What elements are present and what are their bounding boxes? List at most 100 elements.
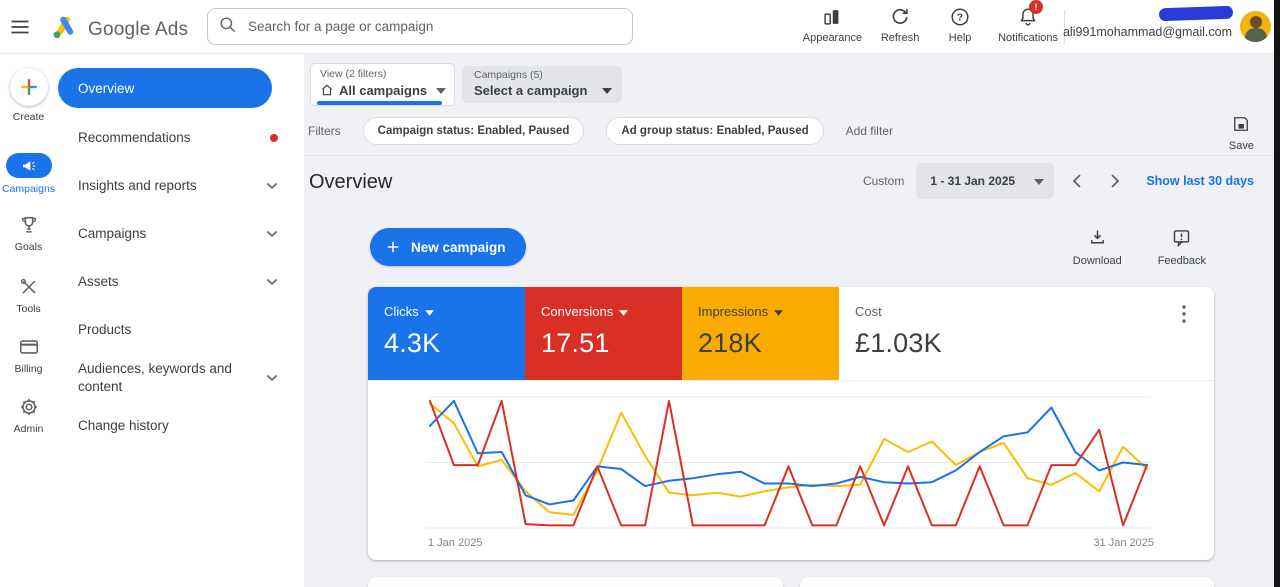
kebab-menu-icon (1182, 305, 1186, 323)
metric-label-row: Impressions (698, 304, 839, 319)
overview-header-row: Overview Custom 1 - 31 Jan 2025 Show las… (304, 163, 1280, 203)
metric-card-impressions[interactable]: Impressions 218K (682, 287, 839, 380)
caret-down-icon (774, 304, 784, 319)
date-mode-label: Custom (862, 174, 905, 188)
topbar-action-label: Appearance (802, 32, 863, 44)
rail-item-create[interactable]: Create (0, 68, 57, 123)
help-button[interactable]: ? Help (938, 6, 982, 44)
save-icon (1231, 114, 1251, 137)
show-last-30-days-link[interactable]: Show last 30 days (1146, 174, 1254, 188)
svg-text:?: ? (957, 13, 963, 24)
sidebar-item-change-history[interactable]: Change history (57, 402, 304, 450)
account-email: ali991mohammad@gmail.com (1062, 24, 1232, 39)
rail-item-admin[interactable]: Admin (0, 396, 57, 435)
save-label: Save (1228, 140, 1254, 152)
topbar-divider (1064, 10, 1065, 44)
filter-chip[interactable]: Ad group status: Enabled, Paused (606, 117, 824, 145)
next-section-card (800, 577, 1214, 587)
sidebar-item-label: Overview (78, 80, 135, 96)
sidebar-item-label: Change history (78, 418, 169, 434)
topbar-action-label: Refresh (880, 32, 920, 44)
account-area[interactable]: ali991mohammad@gmail.com (1063, 0, 1271, 53)
metric-card-conversions[interactable]: Conversions 17.51 (525, 287, 682, 380)
new-campaign-button[interactable]: New campaign (370, 228, 526, 266)
rail-item-campaigns[interactable]: Campaigns (0, 153, 57, 195)
refresh-icon (889, 6, 911, 28)
next-section-card (368, 577, 783, 587)
next-period-button[interactable] (1100, 166, 1130, 196)
chart-line-impressions (429, 402, 1148, 516)
sidebar-item-campaigns[interactable]: Campaigns (57, 210, 304, 258)
google-ads-logo: Google Ads (50, 12, 188, 47)
metric-card-clicks[interactable]: Clicks 4.3K (368, 287, 525, 380)
view-filter-value: All campaigns (339, 82, 428, 98)
caret-down-icon (619, 304, 629, 319)
notifications-button[interactable]: ! Notifications (998, 0, 1058, 44)
product-name: Google Ads (88, 18, 189, 40)
rail-item-billing[interactable]: Billing (0, 336, 57, 375)
section-divider (304, 155, 1280, 156)
notification-dot (270, 134, 278, 142)
sidebar-item-assets[interactable]: Assets (57, 258, 304, 306)
scrollbar[interactable] (1274, 0, 1280, 587)
sidebar-item-label: Insights and reports (78, 178, 197, 194)
metric-card-cost[interactable]: Cost £1.03K (839, 287, 996, 380)
avatar[interactable] (1240, 11, 1271, 42)
sidebar-item-overview[interactable]: Overview (58, 68, 272, 108)
feedback-icon (1171, 227, 1192, 251)
sidebar-item-audiences-keywords-and-content[interactable]: Audiences, keywords and content (57, 354, 304, 402)
metric-value: 4.3K (384, 328, 441, 358)
menu-button[interactable] (8, 15, 36, 39)
active-view-underline (317, 101, 442, 105)
date-range-value: 1 - 31 Jan 2025 (930, 174, 1016, 188)
save-button[interactable]: Save (1229, 111, 1254, 152)
hamburger-menu-icon (8, 20, 32, 43)
notifications-badge: ! (1029, 0, 1044, 14)
x-axis-end-label: 31 Jan 2025 (1093, 537, 1154, 549)
redaction-scribble (1158, 5, 1234, 22)
rail-item-label: Tools (16, 303, 41, 315)
campaign-select-dropdown[interactable]: Campaigns (5) Select a campaign (462, 66, 622, 103)
date-range-dropdown[interactable]: 1 - 31 Jan 2025 (916, 163, 1055, 199)
metric-value: 17.51 (541, 328, 610, 358)
refresh-button[interactable]: Refresh (878, 6, 922, 44)
metric-value: 218K (698, 328, 762, 358)
filter-chip[interactable]: Campaign status: Enabled, Paused (362, 117, 585, 145)
rail-item-goals[interactable]: Goals (0, 214, 57, 253)
card-menu-button[interactable] (1174, 303, 1194, 325)
nav-rail: Create Campaigns Goals Tools Billing Admin (0, 53, 57, 587)
chevron-down-icon (266, 182, 278, 190)
chart-line-conversions (429, 399, 1148, 527)
search-input[interactable] (246, 18, 622, 35)
appearance-icon (821, 6, 843, 28)
sidebar-item-products[interactable]: Products (57, 306, 304, 354)
tools-icon (18, 276, 40, 298)
appearance-button[interactable]: Appearance (803, 6, 862, 44)
previous-period-button[interactable] (1062, 166, 1092, 196)
download-button[interactable]: Download (1073, 223, 1122, 267)
chevron-down-icon (266, 278, 278, 286)
search-box[interactable] (207, 8, 633, 45)
metric-label: Impressions (698, 304, 769, 319)
actions-row: New campaign Download Feedback (304, 223, 1280, 269)
feedback-button[interactable]: Feedback (1158, 223, 1206, 267)
metric-label-row: Clicks (384, 304, 525, 319)
page-title: Overview (309, 171, 393, 193)
rail-item-label: Billing (14, 363, 43, 375)
sidebar-item-recommendations[interactable]: Recommendations (57, 114, 304, 162)
download-label: Download (1072, 255, 1122, 267)
add-filter-button[interactable]: Add filter (845, 124, 893, 138)
rail-item-tools[interactable]: Tools (0, 276, 57, 315)
metric-label-row: Conversions (541, 304, 682, 319)
view-filter-dropdown[interactable]: View (2 filters) All campaigns (310, 63, 455, 106)
metric-label: Cost (855, 304, 882, 319)
campaign-select-value: Select a campaign (474, 82, 588, 98)
sidebar-item-insights-and-reports[interactable]: Insights and reports (57, 162, 304, 210)
search-icon (218, 15, 237, 39)
topbar-action-label: Help (948, 32, 972, 44)
topbar-actions: Appearance Refresh? Help ! Notifications (803, 0, 1058, 44)
filters-label: Filters (308, 124, 341, 138)
home-icon (321, 84, 333, 96)
chevron-right-icon (1111, 174, 1120, 188)
